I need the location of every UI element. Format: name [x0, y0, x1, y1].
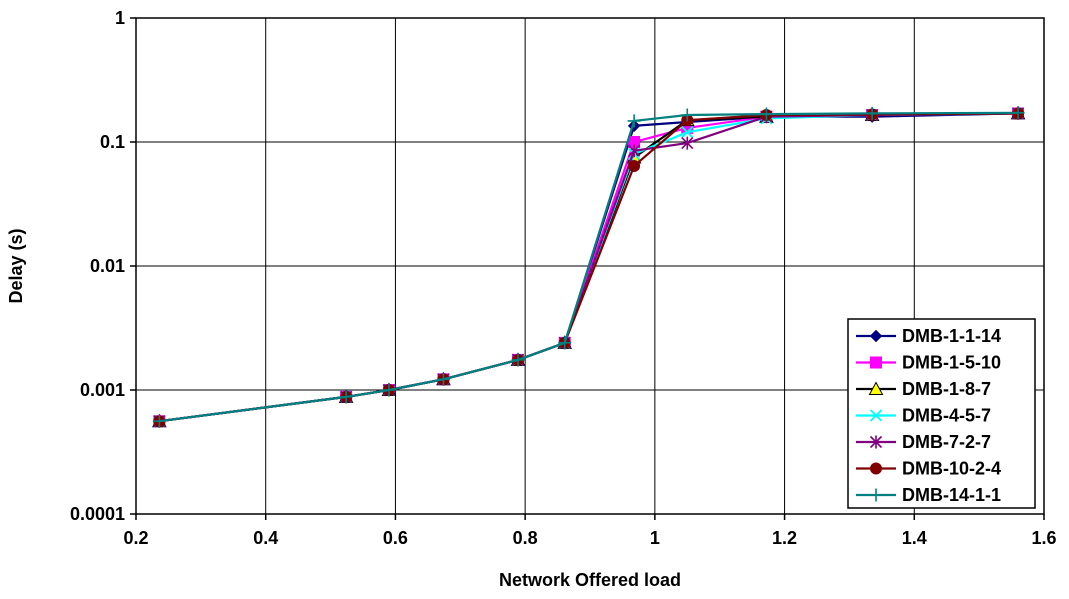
x-axis: 0.2 0.4 0.6 0.8 1 1.2 1.4 1.6: [123, 514, 1057, 548]
data-point: [681, 136, 694, 150]
x-axis-label: Network Offered load: [499, 570, 681, 590]
legend-label: DMB-1-8-7: [902, 379, 991, 399]
legend-item: DMB-1-1-14: [856, 326, 1001, 346]
legend-marker: [869, 329, 883, 343]
y-axis-label: Delay (s): [6, 228, 26, 303]
data-point: [865, 106, 879, 120]
y-tick-label: 0.0001: [70, 504, 125, 524]
data-point: [680, 108, 694, 122]
x-tick-label: 1.6: [1031, 528, 1056, 548]
data-point: [558, 336, 572, 350]
legend-marker: [869, 488, 883, 502]
data-point: [382, 383, 396, 397]
legend-marker: [868, 381, 884, 395]
data-point: [1011, 106, 1025, 120]
data-point: [628, 160, 641, 173]
data-point: [628, 144, 641, 158]
data-point: [511, 353, 525, 367]
legend-marker: [870, 356, 882, 369]
y-tick-label: 0.01: [90, 256, 125, 276]
legend-label: DMB-10-2-4: [902, 459, 1001, 479]
x-tick-label: 0.2: [123, 528, 148, 548]
x-tick-label: 1.4: [902, 528, 927, 548]
data-point: [627, 114, 641, 128]
x-tick-label: 0.8: [513, 528, 538, 548]
x-tick-label: 1.2: [772, 528, 797, 548]
legend-item: DMB-1-5-10: [856, 353, 1001, 373]
legend-item: DMB-4-5-7: [856, 406, 991, 426]
y-tick-label: 0.1: [100, 132, 125, 152]
legend-item: DMB-1-8-7: [856, 379, 991, 399]
legend: DMB-1-1-14 DMB-1-5-10 DMB-1-8-7 DMB-4-5-7 DM…: [847, 318, 1036, 509]
data-point: [339, 390, 353, 404]
legend-marker: [869, 435, 883, 449]
y-tick-label: 0.001: [80, 380, 125, 400]
data-point: [759, 107, 773, 121]
legend-item: DMB-7-2-7: [856, 432, 991, 452]
y-axis: 0.0001 0.001 0.01 0.1 1: [70, 8, 136, 524]
x-tick-label: 0.6: [383, 528, 408, 548]
series-group: [152, 105, 1026, 428]
x-tick-label: 0.4: [253, 528, 278, 548]
series-DMB-14-1-1: [152, 106, 1025, 428]
legend-item: DMB-14-1-1: [856, 485, 1001, 505]
legend-label: DMB-1-5-10: [902, 353, 1001, 373]
data-point: [681, 126, 694, 139]
legend-label: DMB-14-1-1: [902, 485, 1001, 505]
y-tick-label: 1: [115, 8, 125, 28]
legend-label: DMB-4-5-7: [902, 406, 991, 426]
legend-label: DMB-7-2-7: [902, 432, 991, 452]
data-point: [436, 372, 450, 386]
data-point: [152, 414, 166, 428]
legend-marker: [870, 462, 882, 475]
x-tick-label: 1: [650, 528, 660, 548]
legend-item: DMB-10-2-4: [856, 459, 1001, 479]
legend-marker: [869, 409, 883, 422]
legend-label: DMB-1-1-14: [902, 326, 1001, 346]
